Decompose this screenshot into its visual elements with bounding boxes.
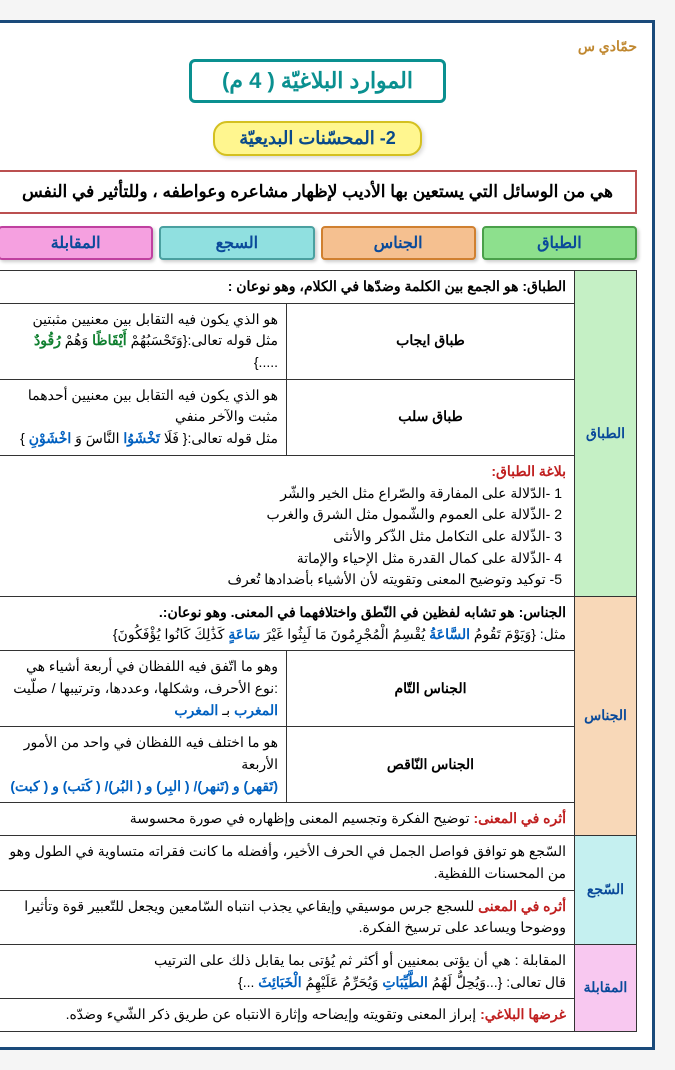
tibaq-b4: 4 -الذّلالة على كمال القدرة مثل الإحياء …: [297, 550, 566, 566]
sub-title-wrap: 2- المحسّنات البديعيّة: [0, 121, 637, 170]
author-label: حمّادي س: [0, 38, 637, 55]
side-jinas: الجناس: [575, 596, 637, 835]
jinas-ex-post: كَذَٰلِكَ كَانُوا يُؤْفَكُونَ}: [113, 626, 225, 642]
jinas-ex-w2: سَاعَةٍ: [228, 626, 260, 642]
jinas-naq-cell: هو ما اختلف فيه اللفظان في واحد من الأمو…: [0, 727, 287, 803]
jinas-athar-lbl: أثره في المعنى:: [473, 810, 566, 826]
tibaq-ijab-post: .....}: [254, 354, 278, 370]
sub-title-box: 2- المحسّنات البديعيّة: [213, 121, 422, 156]
tibaq-header: الطباق: هو الجمع بين الكلمة وضدّها في ال…: [0, 271, 575, 304]
cat-tibaq: الطباق: [482, 226, 637, 260]
main-title-box: الموارد البلاغيّة ( 4 م): [189, 59, 446, 103]
tibaq-salb-w1: تَخْشَوُا: [123, 430, 160, 446]
side-tibaq: الطباق: [575, 271, 637, 597]
tibaq-ijab-w1: أَيْقَاظًا: [92, 332, 127, 348]
tibaq-b3: 3 -الذّلالة على التكامل مثل الذّكر والأن…: [333, 528, 566, 544]
category-row: الطباق الجناس السجع المقابلة: [0, 226, 637, 260]
definition-box: هي من الوسائل التي يستعين بها الأديب لإظ…: [0, 170, 637, 214]
sub-title: 2- المحسّنات البديعيّة: [239, 128, 396, 148]
jinas-tam-cell: وهو ما اتّفق فيه اللفظان في أربعة أشياء …: [0, 651, 287, 727]
side-muqabala: المقابلة: [575, 944, 637, 1031]
jinas-naq-label: الجناس النّاقص: [287, 727, 575, 803]
tibaq-bal-title: بلاغة الطباق:: [491, 463, 566, 479]
jinas-tam-mid: بـ: [222, 702, 230, 718]
muqabala-ex-w2: الْخَبَائِثَ: [258, 974, 301, 990]
jinas-naq-text: هو ما اختلف فيه اللفظان في واحد من الأمو…: [24, 734, 278, 772]
cat-muqabala: المقابلة: [0, 226, 153, 260]
jinas-athar-txt: توضيح الفكرة وتجسيم المعنى وإظهاره في صو…: [130, 810, 470, 826]
muqabala-def-cell: المقابلة : هي أن يؤتى بمعنيين أو أكثر ثم…: [0, 944, 575, 998]
cat-jinas: الجناس: [321, 226, 476, 260]
tibaq-ijab-w2: رُقُودٌ: [34, 332, 61, 348]
jinas-ex-pre: مثل: {وَيَوْمَ تَقُومُ: [470, 626, 566, 642]
main-title-wrap: الموارد البلاغيّة ( 4 م): [0, 59, 637, 121]
muqabala-ex-mid: وَيُحَرِّمُ عَلَيْهِمُ: [302, 974, 379, 990]
tibaq-salb-w2: اخْشَوْنِ: [29, 430, 72, 446]
tibaq-b1: 1 -الدّلالة على المفارقة والصّراع مثل ال…: [280, 485, 566, 501]
side-saja: السّجع: [575, 836, 637, 945]
tibaq-balagha: بلاغة الطباق: 1 -الدّلالة على المفارقة و…: [0, 455, 575, 596]
jinas-naq-pairs: (تَقهر) و (تَنهر)/ ( البِر) و ( البُر)/ …: [10, 778, 278, 794]
jinas-header: الجناس: هو تشابه لفظين في النّطق واختلاف…: [159, 604, 566, 620]
tibaq-ijab-text: هو الذي يكون فيه التقابل بين معنيين مثبت…: [32, 311, 278, 327]
tibaq-salb-cell: هو الذي يكون فيه التقابل بين معنيين أحده…: [0, 379, 287, 455]
jinas-tam-label: الجناس التّام: [287, 651, 575, 727]
jinas-tam-text: وهو ما اتّفق فيه اللفظان في أربعة أشياء …: [13, 658, 278, 696]
tibaq-ijab-ex-pre: مثل قوله تعالى:{وَتَحْسَبُهُمْ: [127, 332, 278, 348]
saja-athar-cell: أثره في المعنى للسجع جرس موسيقي وإيقاعي …: [0, 890, 575, 944]
muqabala-ex-pre: قال تعالى: {...وَيُحِلُّ لَهُمُ: [428, 974, 566, 990]
tibaq-ijab-label: طباق ايجاب: [287, 303, 575, 379]
page-frame: حمّادي س الموارد البلاغيّة ( 4 م) 2- الم…: [0, 20, 655, 1050]
tibaq-b2: 2 -الذّلالة على العموم والشّمول مثل الشر…: [266, 506, 566, 522]
muqabala-gh-cell: غرضها البلاغي: إبراز المعنى وتقويته وإيض…: [0, 999, 575, 1032]
muqabala-ex-w1: الطَّيِّبَاتِ: [382, 974, 428, 990]
jinas-ex-w1: السَّاعَةُ: [429, 626, 470, 642]
jinas-header-cell: الجناس: هو تشابه لفظين في النّطق واختلاف…: [0, 596, 575, 650]
main-title: الموارد البلاغيّة ( 4 م): [222, 68, 413, 93]
saja-athar-lbl: أثره في المعنى: [478, 898, 566, 914]
jinas-tam-w1: المغرب: [234, 702, 278, 718]
tibaq-salb-label: طباق سلب: [287, 379, 575, 455]
cat-saja: السجع: [159, 226, 314, 260]
tibaq-salb-ex-pre: مثل قوله تعالى:{ فَلَا: [160, 430, 278, 446]
muqabala-ex-post: ...}: [238, 974, 254, 990]
definition-text: هي من الوسائل التي يستعين بها الأديب لإظ…: [22, 182, 613, 201]
tibaq-ijab-cell: هو الذي يكون فيه التقابل بين معنيين مثبت…: [0, 303, 287, 379]
muqabala-gh-txt: إبراز المعنى وتقويته وإيضاحه وإثارة الان…: [66, 1006, 477, 1022]
jinas-tam-w2: المغرب: [174, 702, 218, 718]
tibaq-salb-post: }: [20, 430, 25, 446]
saja-def: السّجع هو توافق فواصل الجمل في الحرف الأ…: [0, 836, 575, 890]
jinas-ex-mid1: يُقْسِمُ الْمُجْرِمُونَ مَا لَبِثُوا غَي…: [260, 626, 425, 642]
content-table: الطباق الطباق: هو الجمع بين الكلمة وضدّه…: [0, 270, 637, 1032]
muqabala-gh-lbl: غرضها البلاغي:: [480, 1006, 566, 1022]
tibaq-b5: 5- توكيد وتوضيح المعنى وتقويته لأن الأشي…: [228, 571, 566, 587]
tibaq-salb-mid: النَّاسَ وَ: [75, 430, 119, 446]
tibaq-salb-text: هو الذي يكون فيه التقابل بين معنيين أحده…: [28, 387, 278, 425]
jinas-athar-cell: أثره في المعنى: توضيح الفكرة وتجسيم المع…: [0, 803, 575, 836]
tibaq-ijab-mid: وَهُمْ: [61, 332, 88, 348]
